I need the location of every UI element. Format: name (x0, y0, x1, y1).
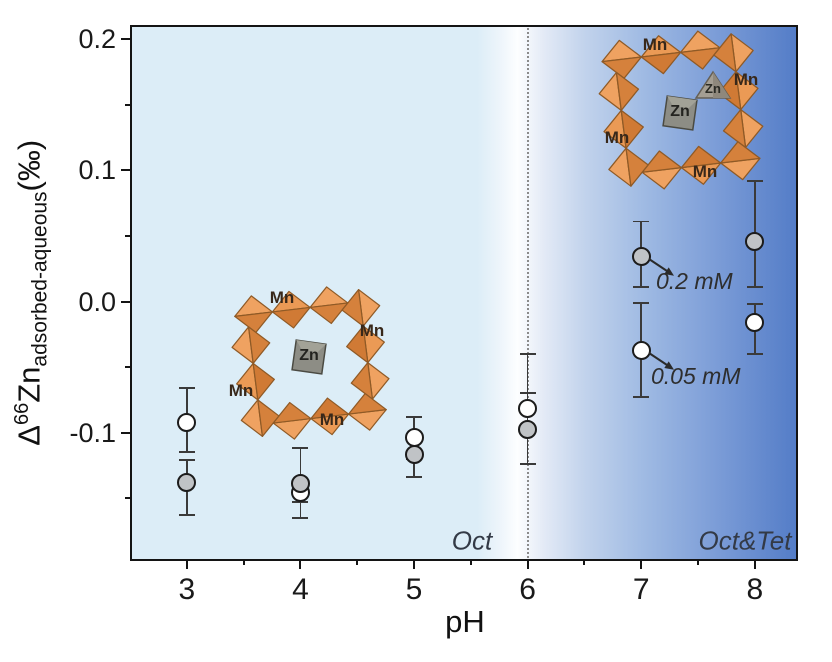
error-cap-top-0.2 mM-ph8 (746, 180, 763, 182)
x-major-tick-7 (640, 561, 643, 569)
error-cap-top-0.2 mM-ph7 (633, 220, 650, 223)
error-cap-bottom-0.05 mM-ph7 (633, 396, 650, 399)
x-minor-tick (356, 561, 359, 565)
mn-label: Mn (642, 35, 668, 54)
y-axis-title: Δ66Znadsorbed-aqueous(‰) (11, 140, 53, 446)
mn-label: Mn (692, 162, 718, 181)
y-axis-title-element: Zn (11, 366, 47, 403)
x-major-tick-6 (526, 561, 529, 569)
x-tick-label-3: 3 (178, 573, 196, 606)
error-cap-bottom-0.2 mM-ph6 (519, 463, 536, 465)
zn-label: Zn (705, 81, 721, 96)
error-cap-bottom-0.2 mM-ph3 (178, 514, 195, 516)
data-point-filled-circle-0.2 mM-ph5 (404, 445, 424, 465)
y-major-tick-0.2 (121, 38, 130, 41)
error-cap-top-0.05 mM-ph3 (178, 387, 195, 389)
x-tick-label-8: 8 (746, 573, 764, 606)
mn-label: Mn (733, 70, 759, 89)
y-minor-tick (125, 234, 130, 237)
data-point-open-circle-0.05 mM-ph7 (631, 340, 651, 360)
zn-octahedral-site: Zn (287, 335, 331, 379)
error-cap-top-0.05 mM-ph7 (633, 301, 650, 304)
x-major-tick-5 (413, 561, 415, 569)
zn-label: Zn (670, 103, 690, 120)
x-tick-label-6: 6 (519, 573, 536, 606)
mn-label: Mn (359, 321, 385, 340)
mn-label: Mn (604, 128, 630, 147)
y-tick-label--0.1: -0.1 (69, 417, 116, 448)
y-tick-label-0.0: 0.0 (78, 286, 116, 317)
x-axis-title: pH (445, 604, 485, 639)
error-cap-bottom-0.2 mM-ph7 (633, 286, 650, 288)
x-tick-label-5: 5 (405, 573, 423, 606)
plot-area: Mn Mn Mn Mn Zn Mn Mn Mn Mn (69, 24, 798, 606)
region-label-oct-and-tet: Oct&Tet (698, 525, 792, 556)
data-point-filled-circle-0.2 mM-ph3 (177, 472, 197, 492)
data-point-filled-circle-0.2 mM-ph6 (518, 420, 538, 440)
data-point-filled-circle-0.2 mM-ph8 (745, 231, 765, 251)
x-tick-label-4: 4 (292, 573, 309, 606)
mn-ring-structure-oct-and-tet: Mn Mn Mn Mn Zn Zn (595, 27, 767, 193)
mn-label: Mn (319, 410, 345, 429)
ph6-divider-dotted-line (526, 25, 529, 561)
error-cap-bottom-0.2 mM-ph8 (746, 286, 763, 288)
zn-square-graphic (662, 95, 698, 131)
data-point-open-circle-0.05 mM-ph6 (518, 399, 538, 419)
annotation-0.05mM: 0.05 mM (651, 363, 741, 389)
mn-label: Mn (228, 381, 254, 400)
y-major-tick-0.1 (121, 169, 130, 172)
data-point-filled-circle-0.2 mM-ph7 (631, 247, 651, 267)
error-cap-top-0.2 mM-ph4 (292, 447, 309, 450)
y-axis-title-delta: Δ (11, 425, 47, 446)
zn-square-graphic (291, 339, 327, 375)
error-cap-top-0.2 mM-ph6 (519, 392, 536, 395)
error-cap-top-0.05 mM-ph8 (746, 303, 763, 305)
error-cap-bottom-0.2 mM-ph4 (292, 501, 309, 503)
mn-label: Mn (269, 288, 295, 307)
y-tick-label-0.2: 0.2 (78, 24, 116, 55)
error-cap-bottom-0.2 mM-ph5 (406, 476, 422, 478)
y-major-tick-0.0 (121, 300, 130, 303)
y-axis-title-subscript: adsorbed-aqueous (28, 191, 52, 367)
x-minor-tick (583, 561, 586, 565)
error-cap-bottom-0.05 mM-ph4 (292, 516, 309, 519)
x-major-tick-8 (753, 561, 756, 569)
y-major-tick--0.1 (121, 431, 130, 434)
x-minor-tick (697, 561, 700, 565)
annotation-arrow-0.05mM (648, 352, 674, 370)
x-minor-tick (242, 561, 245, 565)
x-minor-tick (469, 561, 472, 565)
annotation-arrow-0.2mM (648, 258, 674, 276)
x-tick-label-7: 7 (632, 573, 650, 606)
error-cap-top-0.05 mM-ph6 (519, 353, 536, 355)
error-cap-bottom-0.05 mM-ph8 (746, 353, 763, 355)
data-point-filled-circle-0.2 mM-ph4 (290, 474, 310, 494)
zn-octahedral-site: Zn (658, 91, 702, 135)
error-cap-top-0.2 mM-ph3 (178, 459, 195, 461)
region-label-oct: Oct (451, 525, 493, 556)
zn-tetrahedral-site: Zn (694, 69, 732, 101)
data-point-open-circle-0.05 mM-ph3 (177, 412, 197, 432)
annotation-0.2mM: 0.2 mM (656, 268, 733, 294)
x-major-tick-3 (185, 561, 188, 569)
error-cap-top-0.05 mM-ph5 (406, 415, 422, 418)
data-point-open-circle-0.05 mM-ph8 (745, 312, 765, 332)
y-axis-title-isotope: 66 (11, 403, 34, 426)
zn-triangle-graphic (694, 70, 732, 99)
y-tick-label-0.1: 0.1 (78, 155, 116, 186)
y-minor-tick (125, 366, 130, 369)
y-axis-title-unit: (‰) (11, 140, 47, 192)
y-minor-tick (125, 497, 130, 500)
zn-label: Zn (299, 347, 319, 364)
x-major-tick-4 (299, 561, 302, 569)
y-minor-tick (125, 103, 130, 106)
mn-ring-structure-octahedral: Mn Mn Mn Mn Zn (228, 283, 393, 443)
error-cap-bottom-0.05 mM-ph3 (178, 451, 195, 454)
